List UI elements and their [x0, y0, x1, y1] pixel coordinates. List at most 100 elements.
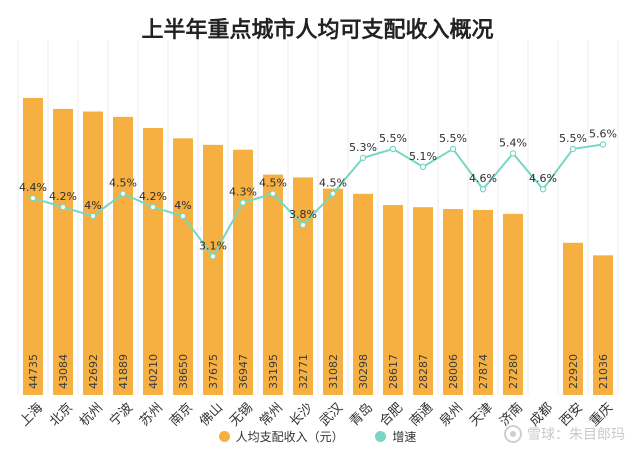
bar-杭州	[83, 111, 103, 396]
watermark: 雪球：朱目郎玛	[504, 424, 625, 444]
bar-value-label: 30298	[357, 354, 370, 389]
bar-value-label: 43084	[57, 354, 70, 389]
growth-value-label: 5.5%	[439, 132, 467, 145]
x-tick-label: 合肥	[377, 400, 406, 429]
growth-point-成都	[539, 186, 547, 193]
legend-item-growth: 增速	[375, 428, 416, 445]
legend-label-growth: 增速	[392, 430, 417, 444]
growth-point-长沙	[299, 221, 307, 229]
bar-宁波	[113, 116, 133, 395]
bar-泉州	[443, 209, 463, 395]
growth-point-南通	[419, 163, 427, 171]
bar-label-layer: 44735 43084 42692 41889 40210 38650 37675 36947…	[27, 354, 610, 389]
legend: 人均支配收入（元） 增速	[0, 428, 635, 445]
growth-value-label: 4.6%	[529, 172, 557, 185]
x-tick-label: 宁波	[106, 400, 136, 430]
bar-佛山	[203, 144, 223, 395]
bar-value-label: 36947	[237, 354, 250, 389]
grid-layer	[17, 40, 619, 395]
growth-value-label: 5.4%	[499, 136, 527, 149]
growth-value-label: 5.5%	[559, 132, 587, 145]
xueqiu-logo-icon	[504, 425, 522, 443]
growth-point-天津	[479, 186, 487, 193]
bar-value-label: 31082	[327, 354, 340, 389]
line-layer	[29, 141, 607, 260]
growth-value-label: 4.2%	[49, 190, 77, 203]
x-tick-label: 北京	[47, 400, 76, 429]
legend-swatch-growth	[375, 431, 387, 442]
bar-value-label: 42692	[87, 354, 100, 389]
growth-point-合肥	[389, 145, 397, 153]
bar-value-label: 27280	[507, 354, 520, 389]
bar-济南	[503, 213, 523, 395]
growth-value-label: 3.1%	[199, 239, 227, 252]
x-tick-label: 上海	[17, 400, 46, 429]
growth-point-佛山	[209, 253, 217, 260]
growth-point-青岛	[359, 154, 367, 162]
growth-value-label: 3.8%	[289, 208, 317, 221]
bar-value-label: 40210	[147, 354, 160, 389]
growth-point-北京	[59, 203, 67, 211]
bar-西安	[563, 242, 583, 395]
growth-value-label: 4.5%	[319, 177, 347, 190]
bar-value-label: 28287	[417, 354, 430, 389]
x-tick-label: 长沙	[287, 400, 316, 429]
x-tick-label: 武汉	[317, 400, 346, 429]
growth-point-常州	[269, 190, 277, 197]
legend-swatch-income	[218, 431, 230, 442]
growth-point-济南	[509, 150, 517, 157]
growth-point-重庆	[599, 141, 607, 148]
bar-苏州	[143, 128, 163, 395]
bar-武汉	[323, 188, 343, 395]
growth-point-无锡	[239, 199, 247, 206]
bar-重庆	[593, 255, 613, 395]
growth-point-西安	[569, 145, 577, 153]
bar-合肥	[383, 204, 403, 395]
line-label-layer: 4.4%4.2%4%4.5%4.2%4%3.1%4.3%4.5%3.8%4.5%…	[19, 127, 617, 252]
growth-value-label: 4.4%	[19, 181, 47, 194]
growth-point-上海	[29, 194, 37, 202]
bar-value-label: 38650	[177, 354, 190, 389]
growth-line	[32, 143, 604, 259]
bar-天津	[473, 209, 493, 395]
bar-上海	[23, 97, 43, 396]
bar-value-label: 41889	[117, 354, 130, 389]
watermark-text: 雪球：朱目郎玛	[527, 427, 625, 443]
growth-value-label: 5.5%	[379, 132, 407, 145]
x-tick-label: 常州	[257, 400, 286, 429]
bar-value-label: 33195	[267, 354, 280, 389]
growth-value-label: 4.2%	[139, 190, 167, 203]
growth-point-杭州	[89, 212, 97, 220]
x-tick-label: 泉州	[436, 400, 466, 430]
legend-item-income: 人均支配收入（元）	[218, 428, 344, 445]
x-tick-label: 苏州	[136, 400, 166, 430]
x-tick-label: 南通	[406, 400, 436, 430]
bar-value-label: 44735	[27, 354, 40, 389]
bar-北京	[53, 108, 73, 395]
growth-value-label: 5.1%	[409, 150, 437, 163]
bar-value-label: 28617	[387, 354, 400, 389]
bar-value-label: 22920	[567, 354, 580, 389]
bar-value-label: 21036	[597, 354, 610, 389]
growth-point-苏州	[149, 203, 157, 211]
bar-value-label: 28006	[447, 354, 460, 389]
growth-value-label: 5.3%	[349, 141, 377, 154]
growth-point-泉州	[449, 145, 457, 153]
growth-value-label: 4%	[84, 199, 101, 212]
bar-常州	[263, 174, 283, 395]
growth-point-武汉	[329, 190, 337, 197]
x-tick-label: 无锡	[227, 400, 256, 429]
growth-point-宁波	[119, 190, 127, 197]
x-tick-label: 杭州	[77, 400, 106, 429]
growth-value-label: 4.3%	[229, 186, 257, 199]
bar-南通	[413, 207, 433, 395]
growth-value-label: 4%	[174, 199, 191, 212]
x-tick-label: 天津	[467, 400, 496, 429]
bar-青岛	[353, 193, 373, 395]
bar-value-label: 32771	[297, 354, 310, 389]
x-tick-label: 青岛	[346, 400, 376, 430]
bar-layer	[23, 97, 613, 396]
bar-value-label: 37675	[207, 354, 220, 389]
bar-value-label: 27874	[477, 354, 490, 389]
